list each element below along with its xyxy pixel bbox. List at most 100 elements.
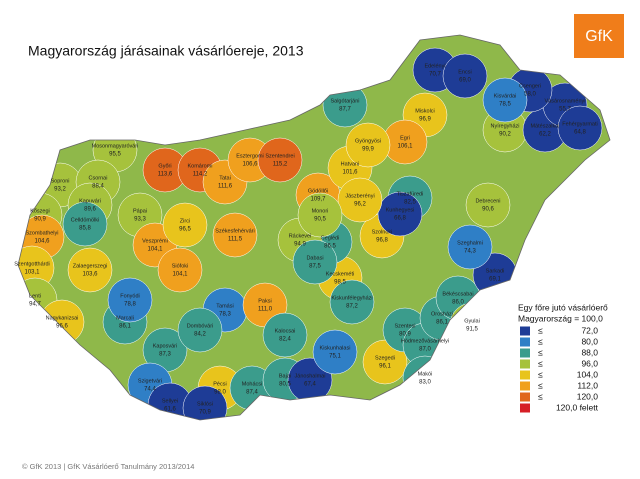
legend-title: Egy főre jutó vásárlóerő: [518, 302, 608, 312]
district-name: Veszprémi: [142, 238, 168, 244]
district-value: 115,2: [273, 162, 288, 168]
district-value: 87,0: [419, 347, 431, 353]
district-cell: [262, 312, 308, 358]
district-name: Egri: [400, 135, 410, 141]
district-value: 90,6: [482, 207, 494, 213]
district-value: 55,7: [559, 107, 571, 113]
district-name: Debreceni: [475, 198, 500, 204]
district-value: 109,7: [310, 197, 326, 203]
district-name: Paksi: [258, 298, 271, 304]
district-value: 70,9: [199, 410, 211, 416]
district-value: 86,1: [436, 320, 448, 326]
legend-label: 88,0: [581, 347, 598, 357]
district-value: 86,1: [119, 324, 131, 330]
district-cell: [329, 279, 375, 325]
district-value: 67,4: [304, 382, 316, 388]
district-value: 98,5: [334, 280, 346, 286]
district-name: Jászberényi: [345, 193, 374, 199]
district-value: 87,7: [339, 107, 351, 113]
district-value: 87,4: [246, 390, 258, 396]
district-name: Nagykanizsai: [46, 315, 79, 321]
district-value: 106,1: [397, 144, 413, 150]
district-value: 87,3: [159, 352, 171, 358]
district-name: Kiskunhalasi: [320, 345, 351, 351]
legend-symbol: ≤: [538, 325, 543, 335]
district-cell: [362, 339, 408, 385]
district-value: 104,1: [172, 272, 188, 278]
district-name: Encsi: [458, 69, 471, 75]
district-value: 78,3: [219, 312, 231, 318]
district-value: 64,8: [574, 130, 586, 136]
district-labels: Mosonmagyaróvári 95,5 Győri 113,6 Komáromi 11…: [14, 63, 597, 415]
district-name: Siklósi: [197, 401, 213, 407]
legend-swatch: [520, 348, 530, 358]
legend-swatch: [520, 392, 530, 402]
legend-label: 72,0: [581, 325, 598, 335]
district-value: 95,5: [109, 152, 121, 158]
district-name: Ráckevei: [289, 233, 312, 239]
district-cell: [157, 247, 203, 293]
district-name: Szentendrei: [265, 153, 294, 159]
district-cell: [465, 182, 511, 228]
district-name: Szegedi: [375, 355, 395, 361]
district-value: 96,9: [419, 117, 431, 123]
district-name: Szigetvári: [138, 378, 162, 384]
legend-swatch: [520, 326, 530, 336]
district-value: 96,1: [379, 364, 391, 370]
district-name: Ceglédi: [321, 235, 340, 241]
district-cell: [107, 277, 153, 323]
legend-label: 120,0: [577, 391, 599, 401]
district-value: 104,6: [34, 239, 50, 245]
title: Magyarország járásainak vásárlóereje, 20…: [28, 43, 304, 59]
district-name: Tiszafüredi: [397, 191, 424, 197]
district-value: 103,6: [82, 272, 98, 278]
logo-box: [574, 14, 624, 58]
legend-symbol: ≤: [538, 380, 543, 390]
district-name: Mosonmagyaróvári: [92, 143, 139, 149]
district-name: Esztergomi: [236, 153, 264, 159]
district-name: Dabasi: [306, 255, 323, 261]
legend-symbol: ≤: [538, 358, 543, 368]
logo: GfK: [585, 28, 613, 45]
legend-swatch: [520, 359, 530, 369]
district-value: 90,9: [34, 217, 46, 223]
district-cell: [212, 212, 258, 258]
legend-swatch: [520, 381, 530, 391]
district-value: 85,8: [79, 226, 91, 232]
district-value: 96,6: [56, 324, 68, 330]
district-value: 96,5: [179, 227, 191, 233]
district-cell: [62, 201, 108, 247]
district-cell: [292, 239, 338, 285]
district-name: Dombóvári: [187, 323, 214, 329]
district-value: 113,6: [158, 172, 173, 178]
legend-symbol: ≤: [538, 336, 543, 346]
district-value: 96,2: [354, 202, 366, 208]
district-name: Békéscsabai: [442, 291, 473, 297]
district-cell: [337, 177, 383, 223]
district-name: Fonyódi: [120, 293, 140, 299]
district-name: Zirci: [180, 218, 190, 224]
legend-label: 112,0: [577, 380, 598, 390]
district-name: Gödöllői: [308, 188, 328, 194]
district-value: 93,2: [54, 187, 66, 193]
district-name: Csengeri: [519, 83, 541, 89]
district-name: Salgótarjáni: [330, 98, 359, 104]
district-value: 111,0: [258, 307, 273, 313]
district-cell: [377, 191, 423, 237]
legend-symbol: ≤: [538, 369, 543, 379]
district-name: Szentesi: [394, 323, 415, 329]
district-cell: [345, 122, 391, 168]
district-value: 80,9: [399, 332, 411, 338]
district-value: 82,5: [404, 200, 416, 206]
legend-label: 96,0: [581, 358, 598, 368]
district-name: Kaposvári: [153, 343, 177, 349]
district-cell: [257, 137, 303, 183]
district-name: Fehérgyarmati: [562, 121, 597, 127]
district-name: Sellyei: [162, 398, 178, 404]
district-value: 78,5: [499, 102, 511, 108]
district-name: Hódmezővásárhelyi: [401, 338, 449, 344]
district-value: 94,7: [29, 302, 41, 308]
district-name: Orosházi: [431, 311, 453, 317]
district-cell: [67, 247, 113, 293]
